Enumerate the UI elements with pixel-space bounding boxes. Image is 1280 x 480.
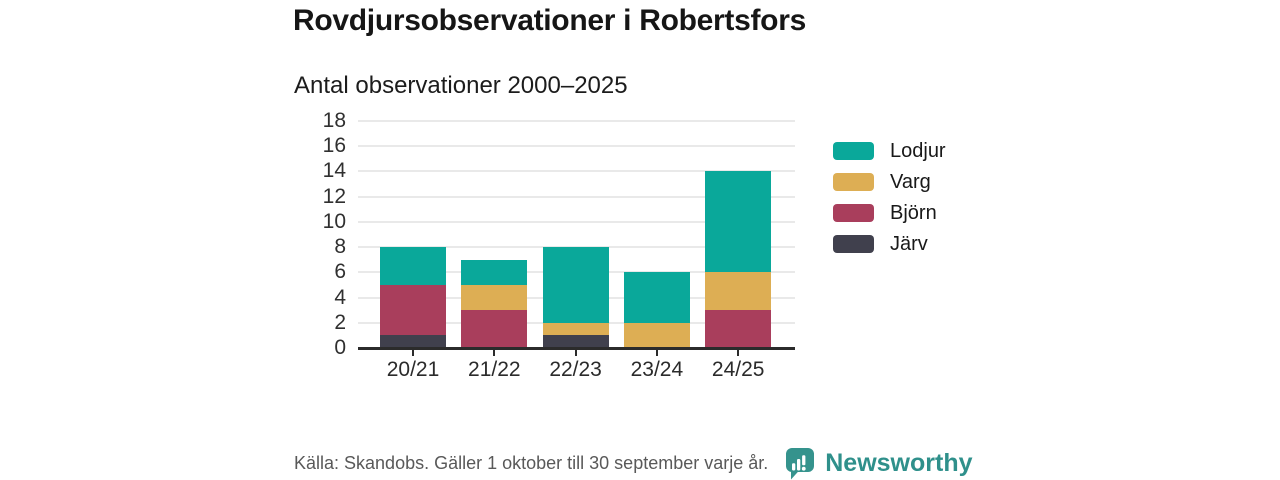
legend-label: Björn [890,201,937,224]
legend-swatch [833,235,874,253]
legend-swatch [833,142,874,160]
bar-segment-varg [623,322,690,348]
x-tick-label: 24/25 [711,358,765,381]
bar-segment-varg [705,272,772,311]
bar-segment-lodjur [461,259,528,285]
legend-label: Järv [890,232,928,255]
legend-label: Lodjur [890,139,946,162]
bar-segment-järv [542,335,609,348]
x-tick-mark [655,350,658,356]
y-tick-label: 12 [322,184,346,208]
x-tick-label: 21/22 [468,358,521,381]
gridline [358,145,795,148]
y-tick-label: 4 [334,285,346,309]
footer: Källa: Skandobs. Gäller 1 oktober till 3… [294,446,973,480]
legend-label: Varg [890,170,931,193]
bar-segment-lodjur [705,171,772,273]
y-tick-label: 2 [334,310,346,334]
x-tick-mark [737,350,740,356]
newsworthy-logo-icon [786,448,815,480]
legend-swatch [833,204,874,222]
x-tick-mark [574,350,577,356]
y-tick-label: 14 [322,159,346,183]
x-tick-mark [493,350,496,356]
y-tick-label: 8 [334,235,346,259]
bar-segment-lodjur [623,272,690,323]
legend-item: Björn [833,201,946,224]
y-tick-label: 10 [322,209,346,233]
gridline [358,195,795,198]
y-tick-label: 0 [334,336,346,359]
bar-segment-järv [380,335,446,348]
source-note: Källa: Skandobs. Gäller 1 oktober till 3… [294,452,769,473]
bar-segment-björn [705,310,772,348]
chart-title: Rovdjursobservationer i Robertsfors [293,4,806,37]
y-tick-label: 18 [322,109,346,132]
chart-subtitle: Antal observationer 2000–2025 [294,72,628,99]
gridline [358,220,795,223]
bar-segment-varg [461,284,528,311]
legend: Lodjur Varg Björn Järv [833,139,946,266]
legend-swatch [833,173,874,191]
brand-name: Newsworthy [825,448,973,477]
x-tick-label: 20/21 [386,358,440,381]
x-axis-line [358,347,795,350]
gridline [358,170,795,173]
gridline [358,120,795,122]
y-tick-label: 6 [334,260,346,284]
legend-item: Varg [833,170,946,193]
bar-segment-lodjur [380,247,446,285]
x-tick-label: 22/23 [549,358,602,381]
plot-area [358,120,795,348]
legend-item: Lodjur [833,139,946,162]
bar-segment-lodjur [542,247,609,323]
bar-segment-varg [542,322,609,336]
bar-segment-björn [380,284,446,336]
x-tick-mark [412,350,414,356]
x-tick-label: 23/24 [630,358,684,381]
y-tick-label: 16 [322,134,346,158]
legend-item: Järv [833,232,946,255]
bar-segment-björn [461,310,528,348]
